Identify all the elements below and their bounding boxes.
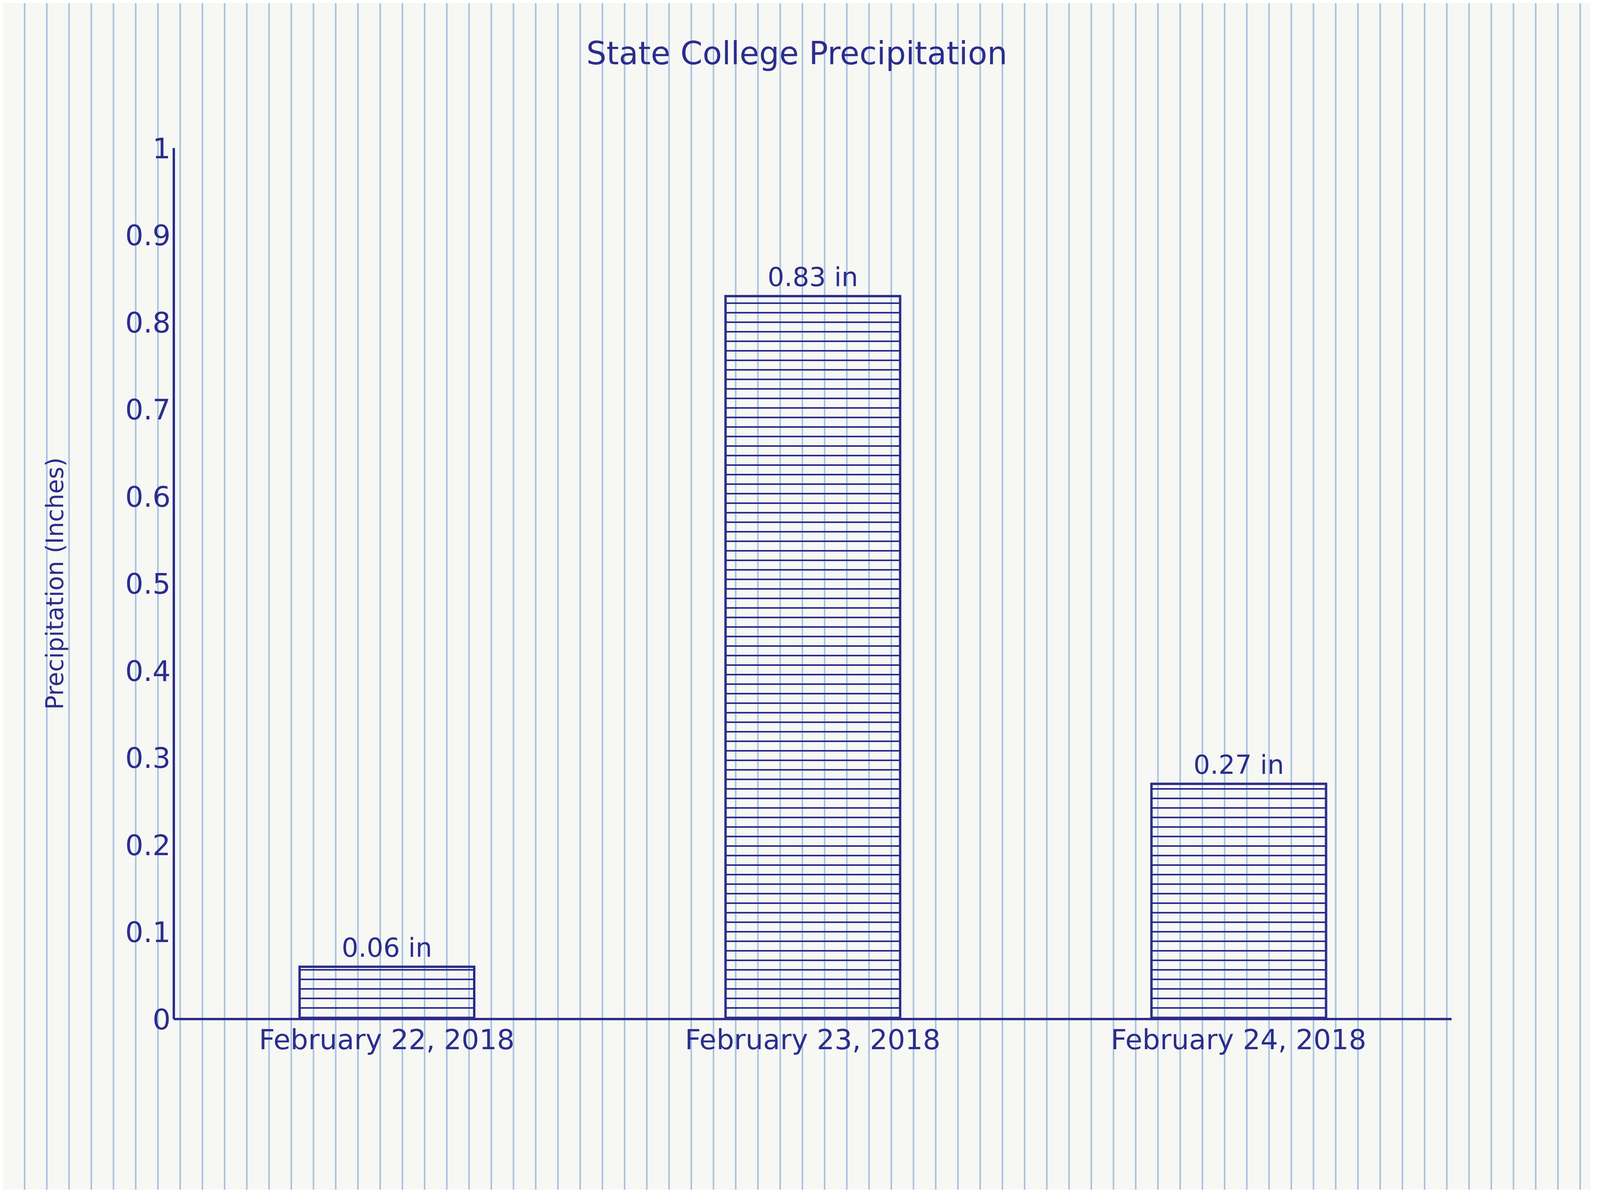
svg-text:1: 1 — [152, 131, 171, 166]
svg-text:February 24, 2018: February 24, 2018 — [1110, 1023, 1367, 1056]
svg-text:0: 0 — [152, 1002, 171, 1037]
svg-text:February 22, 2018: February 22, 2018 — [259, 1023, 515, 1056]
svg-text:0.9: 0.9 — [125, 218, 171, 252]
svg-text:0.6: 0.6 — [125, 480, 171, 514]
svg-text:0.7: 0.7 — [125, 392, 171, 427]
svg-text:0.3: 0.3 — [125, 741, 171, 775]
svg-text:0.2: 0.2 — [125, 828, 171, 862]
svg-text:Precipitation (Inches): Precipitation (Inches) — [40, 457, 69, 710]
svg-text:0.1: 0.1 — [125, 915, 171, 949]
svg-text:0.5: 0.5 — [125, 567, 171, 601]
svg-text:February 23, 2018: February 23, 2018 — [684, 1023, 941, 1056]
html-text:State College Precipitation: State College Precipitation — [586, 34, 1008, 72]
svg-text:0.06 in: 0.06 in — [341, 932, 433, 964]
svg-text:0.4: 0.4 — [125, 654, 171, 688]
svg-text:0.8: 0.8 — [125, 305, 171, 340]
svg-text:0.83 in: 0.83 in — [767, 261, 858, 293]
svg-text:0.27 in: 0.27 in — [1193, 749, 1285, 781]
